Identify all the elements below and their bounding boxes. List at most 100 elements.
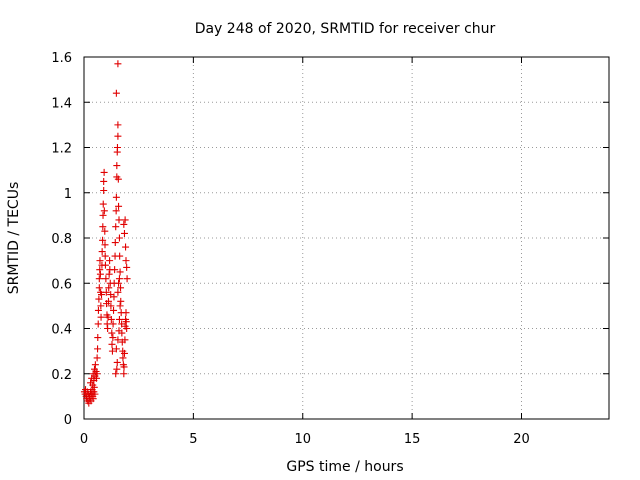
data-point <box>112 223 120 231</box>
data-point <box>89 381 97 389</box>
data-point <box>122 318 130 326</box>
data-point <box>112 207 120 215</box>
data-point <box>113 144 121 151</box>
data-point <box>91 390 99 398</box>
data-point <box>102 288 110 296</box>
data-point <box>112 193 120 201</box>
data-point <box>96 266 104 274</box>
data-point <box>98 291 105 299</box>
data-point <box>96 270 104 278</box>
data-point <box>100 168 108 176</box>
data-point <box>112 89 120 97</box>
data-point <box>93 354 101 362</box>
x-axis-label: GPS time / hours <box>286 459 403 475</box>
data-point <box>122 243 130 251</box>
data-point <box>91 361 99 369</box>
chart-title: Day 248 of 2020, SRMTID for receiver chu… <box>195 21 496 37</box>
data-point <box>101 227 109 235</box>
data-point <box>89 395 97 403</box>
data-point <box>95 295 103 303</box>
data-point <box>109 334 117 342</box>
data-point <box>117 297 125 305</box>
y-axis-label: SRMTID / TECUs <box>6 182 22 295</box>
data-point <box>105 284 113 292</box>
data-point <box>97 302 105 310</box>
data-point <box>100 177 108 185</box>
data-point <box>115 315 123 323</box>
data-point <box>101 261 109 269</box>
y-tick-label: 0.2 <box>51 368 72 383</box>
data-point <box>93 370 101 378</box>
data-point <box>105 270 113 278</box>
data-point <box>101 241 109 249</box>
data-point <box>115 275 123 283</box>
data-point <box>99 236 107 244</box>
data-point <box>112 345 120 353</box>
data-point <box>114 121 122 129</box>
data-point <box>94 320 102 328</box>
data-point <box>102 275 110 283</box>
data-point <box>92 374 100 382</box>
x-tick-label: 15 <box>404 432 421 447</box>
data-point <box>123 275 131 283</box>
data-point <box>99 200 107 208</box>
data-point <box>109 320 117 328</box>
data-point <box>115 202 123 210</box>
data-point <box>97 313 105 321</box>
data-point <box>116 268 124 276</box>
data-point <box>108 329 116 337</box>
data-point <box>114 132 122 140</box>
axis-ticks: 0 0.2 0.4 0.6 0.8 1 1.2 1.4 1.6 0 5 10 15 20 <box>51 51 609 447</box>
data-point <box>115 279 123 287</box>
data-point <box>100 207 108 215</box>
data-point <box>113 365 121 373</box>
data-point <box>110 306 118 314</box>
data-point <box>120 349 128 357</box>
data-point <box>113 162 121 170</box>
data-point <box>95 275 103 283</box>
data-points <box>80 60 131 407</box>
data-point <box>121 336 129 344</box>
y-tick-label: 1.6 <box>51 51 72 66</box>
y-tick-label: 1 <box>64 187 72 202</box>
data-point <box>94 306 102 314</box>
y-tick-label: 0.6 <box>51 277 72 292</box>
data-point <box>122 257 130 265</box>
data-point <box>114 175 122 183</box>
data-point <box>120 220 128 228</box>
data-point <box>123 263 131 271</box>
data-point <box>99 223 107 231</box>
data-point <box>115 327 123 335</box>
data-point <box>120 370 128 378</box>
data-point <box>108 340 116 348</box>
data-point <box>116 252 124 260</box>
data-point <box>115 216 123 224</box>
y-tick-label: 1.2 <box>51 142 72 157</box>
x-tick-label: 0 <box>80 432 88 447</box>
data-point <box>111 239 119 247</box>
data-point <box>123 325 131 332</box>
data-point <box>96 257 104 265</box>
data-point <box>95 284 103 292</box>
data-point <box>116 302 124 310</box>
data-point <box>104 325 112 332</box>
data-point <box>106 257 114 265</box>
grid-lines <box>84 57 609 419</box>
data-point <box>110 293 118 301</box>
y-tick-label: 1.4 <box>51 96 72 111</box>
data-point <box>115 234 123 242</box>
data-point <box>119 354 127 362</box>
data-point <box>112 370 120 378</box>
y-tick-label: 0 <box>64 413 72 428</box>
data-point <box>94 345 102 353</box>
data-point <box>113 358 121 366</box>
x-tick-label: 10 <box>294 432 311 447</box>
data-point <box>114 336 122 344</box>
data-point <box>101 252 109 260</box>
data-point <box>114 60 122 68</box>
data-point <box>107 302 115 310</box>
data-point <box>108 347 116 355</box>
data-point <box>120 363 128 371</box>
data-point <box>114 288 122 296</box>
